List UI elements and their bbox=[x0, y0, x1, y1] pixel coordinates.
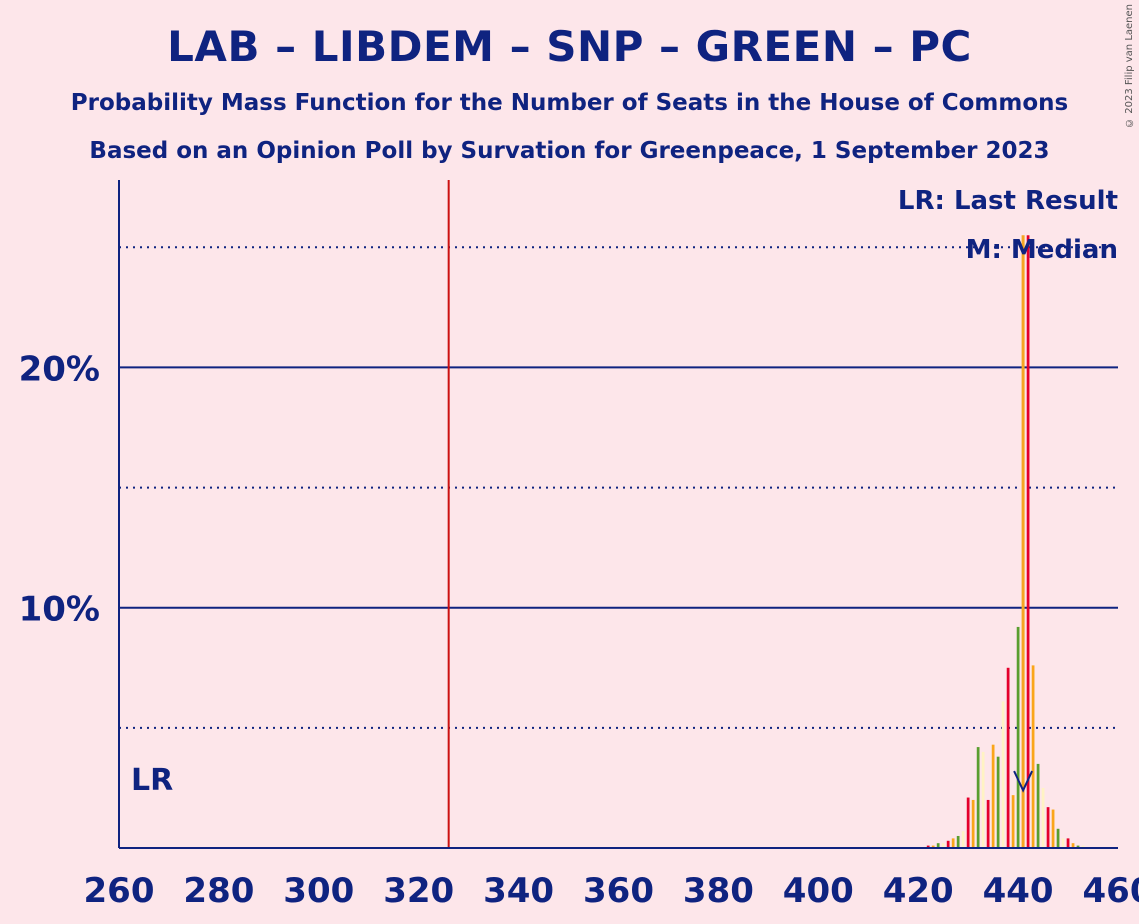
bar bbox=[931, 845, 935, 848]
chart-source: Based on an Opinion Poll by Survation fo… bbox=[89, 138, 1050, 164]
x-tick-label: 300 bbox=[283, 871, 354, 911]
x-tick-label: 420 bbox=[883, 871, 954, 911]
bar bbox=[941, 843, 945, 848]
bar bbox=[991, 744, 995, 848]
bar bbox=[981, 751, 985, 848]
bar bbox=[996, 756, 1000, 848]
bar bbox=[966, 797, 970, 848]
last-result-marker: LR bbox=[131, 763, 173, 798]
reference-lines bbox=[447, 180, 1034, 848]
bar bbox=[926, 845, 930, 848]
x-tick-label: 260 bbox=[84, 871, 155, 911]
y-tick-label: 20% bbox=[19, 349, 100, 389]
bar bbox=[1056, 828, 1060, 848]
grid-lines bbox=[119, 246, 1118, 729]
x-tick-label: 320 bbox=[383, 871, 454, 911]
bar bbox=[1006, 667, 1010, 848]
bar bbox=[1011, 795, 1015, 848]
chart-title: LAB – LIBDEM – SNP – GREEN – PC bbox=[167, 22, 972, 71]
bar bbox=[1061, 838, 1065, 848]
bar-series bbox=[926, 235, 1085, 849]
y-tick-label: 10% bbox=[19, 590, 100, 630]
median-marker bbox=[1013, 770, 1034, 793]
bar bbox=[1041, 787, 1045, 848]
x-tick-label: 400 bbox=[783, 871, 854, 911]
bar bbox=[1001, 701, 1005, 848]
bar bbox=[1031, 665, 1035, 848]
x-tick-label: 280 bbox=[183, 871, 254, 911]
x-tick-label: 460 bbox=[1083, 871, 1139, 911]
bar bbox=[1046, 807, 1050, 848]
x-tick-label: 360 bbox=[583, 871, 654, 911]
bar bbox=[1036, 763, 1040, 848]
bar bbox=[1071, 843, 1075, 848]
legend-median: M: Median bbox=[966, 235, 1118, 265]
bar bbox=[961, 831, 965, 848]
bar bbox=[946, 840, 950, 848]
bar bbox=[1051, 809, 1055, 848]
x-tick-label: 340 bbox=[483, 871, 554, 911]
x-tick-label: 380 bbox=[683, 871, 754, 911]
axes bbox=[118, 180, 1118, 849]
bar bbox=[1076, 845, 1080, 848]
bar bbox=[976, 747, 980, 848]
chart-subtitle: Probability Mass Function for the Number… bbox=[70, 90, 1069, 116]
bar bbox=[956, 835, 960, 848]
bar bbox=[986, 799, 990, 848]
bar bbox=[1016, 626, 1020, 848]
bar bbox=[936, 843, 940, 848]
bar bbox=[1026, 235, 1030, 849]
legend-last-result: LR: Last Result bbox=[898, 186, 1118, 216]
tick-labels: 10% 20% 260 280 300 320 340 360 380 400 420 440 460 bbox=[19, 349, 1139, 911]
bar bbox=[1081, 845, 1085, 848]
x-tick-label: 440 bbox=[983, 871, 1054, 911]
bar bbox=[971, 799, 975, 848]
bar bbox=[1066, 838, 1070, 848]
bar bbox=[951, 838, 955, 848]
